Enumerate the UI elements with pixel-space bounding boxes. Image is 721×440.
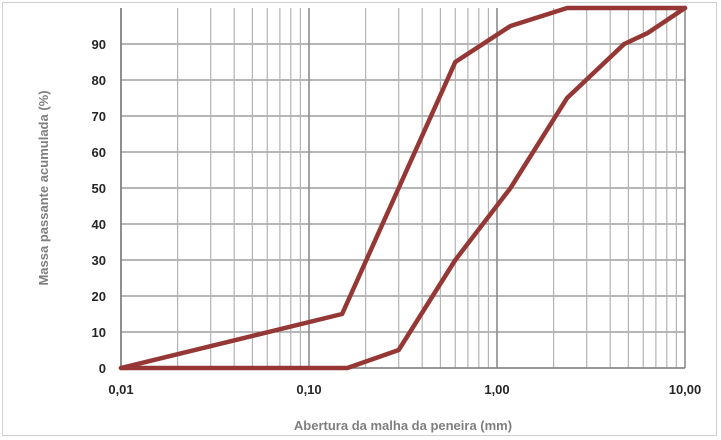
x-tick-label: 10,00 bbox=[669, 382, 702, 397]
series-line-1 bbox=[118, 5, 688, 371]
x-tick-label: 0,10 bbox=[296, 382, 321, 397]
series-group bbox=[118, 5, 688, 371]
y-tick-label: 0 bbox=[99, 361, 106, 376]
y-tick-labels: 0 10 20 30 40 50 60 70 80 90 bbox=[92, 37, 106, 376]
y-tick-label: 70 bbox=[92, 109, 106, 124]
y-tick-label: 60 bbox=[92, 145, 106, 160]
x-tick-label: 1,00 bbox=[484, 382, 509, 397]
gridlines bbox=[120, 8, 686, 369]
y-tick-label: 40 bbox=[92, 217, 106, 232]
y-tick-label: 80 bbox=[92, 73, 106, 88]
y-tick-label: 90 bbox=[92, 37, 106, 52]
series-line-2 bbox=[118, 5, 688, 371]
y-tick-label: 20 bbox=[92, 289, 106, 304]
y-tick-label: 30 bbox=[92, 253, 106, 268]
y-tick-label: 10 bbox=[92, 325, 106, 340]
y-tick-label: 50 bbox=[92, 181, 106, 196]
x-tick-label: 0,01 bbox=[108, 382, 133, 397]
x-tick-labels: 0,01 0,10 1,00 10,00 bbox=[108, 382, 701, 397]
y-axis-title: Massa passante acumulada (%) bbox=[36, 90, 51, 285]
x-axis-title: Abertura da malha da peneira (mm) bbox=[294, 418, 512, 433]
